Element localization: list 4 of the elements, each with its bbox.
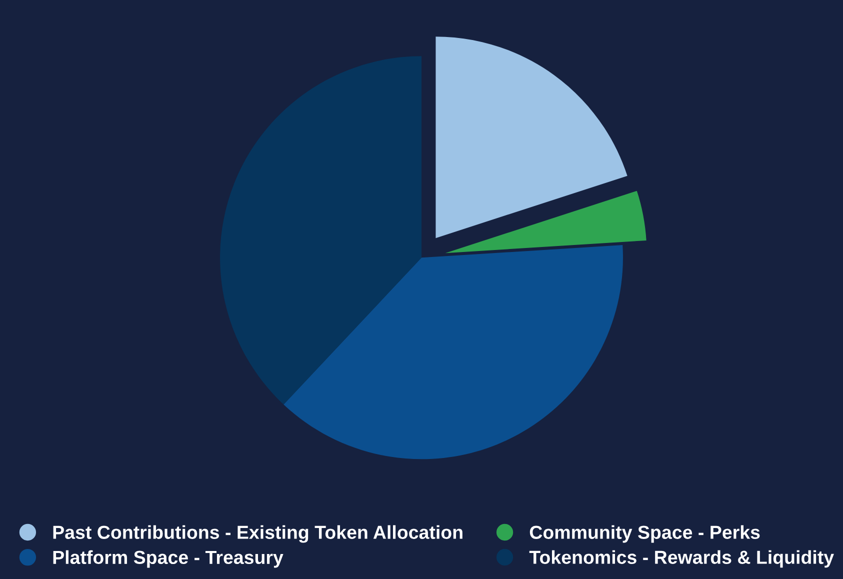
legend-label: Tokenomics - Rewards & Liquidity xyxy=(529,550,834,568)
legend-label: Platform Space - Treasury xyxy=(53,550,284,568)
legend-label: Community Space - Perks xyxy=(530,525,760,543)
legend-label: Past Contributions - Existing Token Allocation xyxy=(53,525,462,543)
